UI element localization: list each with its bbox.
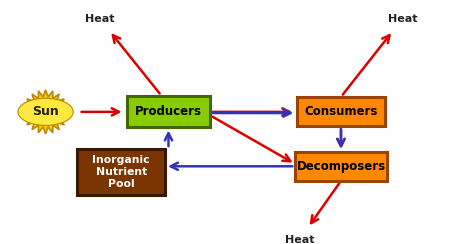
- FancyBboxPatch shape: [77, 149, 165, 195]
- Text: Heat: Heat: [284, 235, 314, 244]
- Circle shape: [18, 98, 73, 125]
- Text: Heat: Heat: [85, 14, 115, 24]
- Text: Heat: Heat: [388, 14, 417, 24]
- FancyBboxPatch shape: [127, 96, 210, 128]
- FancyBboxPatch shape: [295, 152, 387, 181]
- Text: Consumers: Consumers: [304, 105, 378, 118]
- Text: Sun: Sun: [32, 105, 59, 118]
- Text: Producers: Producers: [135, 105, 202, 118]
- Polygon shape: [22, 90, 69, 134]
- FancyBboxPatch shape: [297, 97, 385, 126]
- Text: Inorganic
Nutrient
Pool: Inorganic Nutrient Pool: [92, 155, 150, 189]
- Text: Decomposers: Decomposers: [296, 160, 385, 173]
